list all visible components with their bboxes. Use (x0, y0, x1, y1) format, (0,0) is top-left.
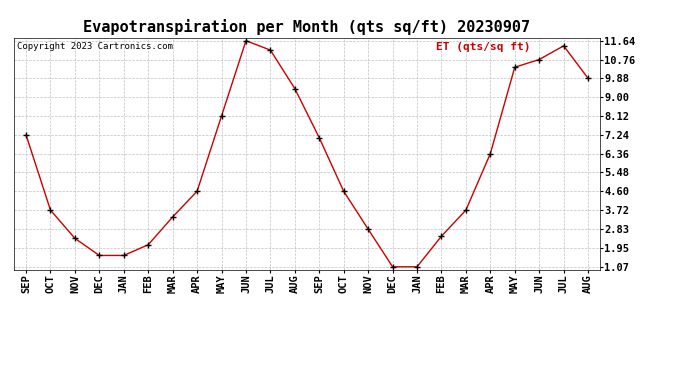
Text: Copyright 2023 Cartronics.com: Copyright 2023 Cartronics.com (17, 42, 172, 51)
Title: Evapotranspiration per Month (qts sq/ft) 20230907: Evapotranspiration per Month (qts sq/ft)… (83, 19, 531, 35)
Text: ET (qts/sq ft): ET (qts/sq ft) (436, 42, 531, 52)
